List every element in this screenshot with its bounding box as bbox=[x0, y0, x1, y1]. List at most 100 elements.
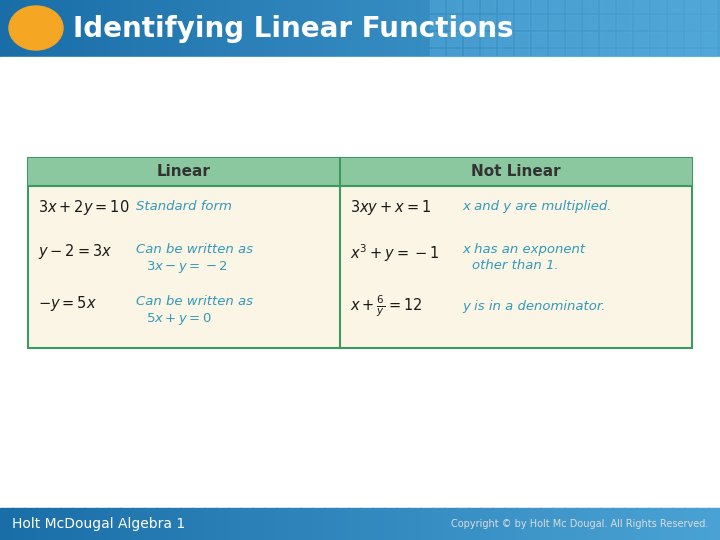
Bar bbox=[408, 0, 421, 57]
Text: y is in a denominator.: y is in a denominator. bbox=[462, 300, 606, 313]
Bar bbox=[600, 49, 615, 57]
Bar bbox=[132, 508, 145, 540]
Text: other than 1.: other than 1. bbox=[472, 259, 559, 272]
Bar bbox=[708, 508, 720, 540]
Bar bbox=[156, 508, 169, 540]
Bar bbox=[12, 0, 25, 57]
Bar bbox=[668, 32, 683, 47]
Bar bbox=[708, 0, 720, 57]
Bar bbox=[252, 0, 265, 57]
Bar bbox=[430, 15, 445, 30]
Bar bbox=[600, 32, 615, 47]
Bar bbox=[481, 15, 496, 30]
Bar bbox=[498, 15, 513, 30]
Bar bbox=[276, 0, 289, 57]
Text: Identifying Linear Functions: Identifying Linear Functions bbox=[73, 15, 513, 43]
Bar bbox=[504, 508, 517, 540]
Bar bbox=[583, 32, 598, 47]
Bar bbox=[566, 49, 581, 57]
Bar bbox=[312, 0, 325, 57]
Bar bbox=[430, 0, 445, 13]
Bar bbox=[28, 158, 692, 348]
Bar bbox=[0, 508, 13, 540]
Bar bbox=[617, 15, 632, 30]
Bar bbox=[324, 0, 337, 57]
Bar bbox=[672, 508, 685, 540]
Text: Standard form: Standard form bbox=[136, 200, 232, 213]
Bar bbox=[668, 49, 683, 57]
Bar bbox=[300, 508, 313, 540]
Bar bbox=[684, 0, 697, 57]
Bar bbox=[498, 49, 513, 57]
Bar bbox=[444, 508, 457, 540]
Bar bbox=[36, 0, 49, 57]
Bar bbox=[0, 0, 13, 57]
Bar bbox=[108, 508, 121, 540]
Text: $x + \frac{6}{y} = 12$: $x + \frac{6}{y} = 12$ bbox=[350, 294, 423, 319]
Bar bbox=[312, 508, 325, 540]
Bar bbox=[60, 508, 73, 540]
Bar bbox=[576, 0, 589, 57]
Bar bbox=[372, 508, 385, 540]
Bar bbox=[566, 32, 581, 47]
Bar bbox=[84, 0, 97, 57]
Bar bbox=[396, 0, 409, 57]
Bar bbox=[156, 0, 169, 57]
Bar bbox=[144, 508, 157, 540]
Bar bbox=[36, 508, 49, 540]
Bar bbox=[324, 508, 337, 540]
Bar bbox=[600, 15, 615, 30]
Bar bbox=[636, 0, 649, 57]
Bar bbox=[168, 0, 181, 57]
Bar bbox=[336, 0, 349, 57]
Bar bbox=[228, 0, 241, 57]
Bar bbox=[504, 0, 517, 57]
Bar bbox=[481, 0, 496, 13]
Bar bbox=[702, 15, 717, 30]
Bar bbox=[432, 0, 445, 57]
Bar bbox=[624, 508, 637, 540]
Bar bbox=[72, 0, 85, 57]
Bar bbox=[702, 49, 717, 57]
Bar bbox=[549, 32, 564, 47]
Bar bbox=[648, 508, 661, 540]
Bar bbox=[540, 0, 553, 57]
Bar bbox=[348, 0, 361, 57]
Bar bbox=[532, 49, 547, 57]
Text: $5x + y = 0$: $5x + y = 0$ bbox=[146, 311, 212, 327]
Text: $-y = 5x$: $-y = 5x$ bbox=[38, 294, 97, 313]
Bar bbox=[498, 0, 513, 13]
Bar bbox=[492, 0, 505, 57]
Bar bbox=[696, 508, 709, 540]
Bar bbox=[348, 508, 361, 540]
Bar bbox=[516, 508, 529, 540]
Bar bbox=[617, 49, 632, 57]
Bar bbox=[660, 508, 673, 540]
Bar bbox=[432, 508, 445, 540]
Bar bbox=[204, 0, 217, 57]
Bar bbox=[384, 508, 397, 540]
Bar bbox=[456, 508, 469, 540]
Bar bbox=[408, 508, 421, 540]
Bar bbox=[60, 0, 73, 57]
Bar bbox=[276, 508, 289, 540]
Bar bbox=[564, 0, 577, 57]
Bar bbox=[480, 0, 493, 57]
Bar bbox=[264, 0, 277, 57]
Bar bbox=[430, 32, 445, 47]
Bar bbox=[549, 0, 564, 13]
Bar bbox=[532, 15, 547, 30]
Bar bbox=[120, 0, 133, 57]
Bar bbox=[464, 49, 479, 57]
Bar bbox=[216, 508, 229, 540]
Bar bbox=[48, 508, 61, 540]
Bar bbox=[24, 0, 37, 57]
Bar bbox=[685, 32, 700, 47]
Bar bbox=[120, 508, 133, 540]
Bar bbox=[180, 0, 193, 57]
Bar bbox=[651, 32, 666, 47]
Bar bbox=[180, 508, 193, 540]
Bar bbox=[528, 508, 541, 540]
Bar bbox=[617, 0, 632, 13]
Bar bbox=[447, 49, 462, 57]
